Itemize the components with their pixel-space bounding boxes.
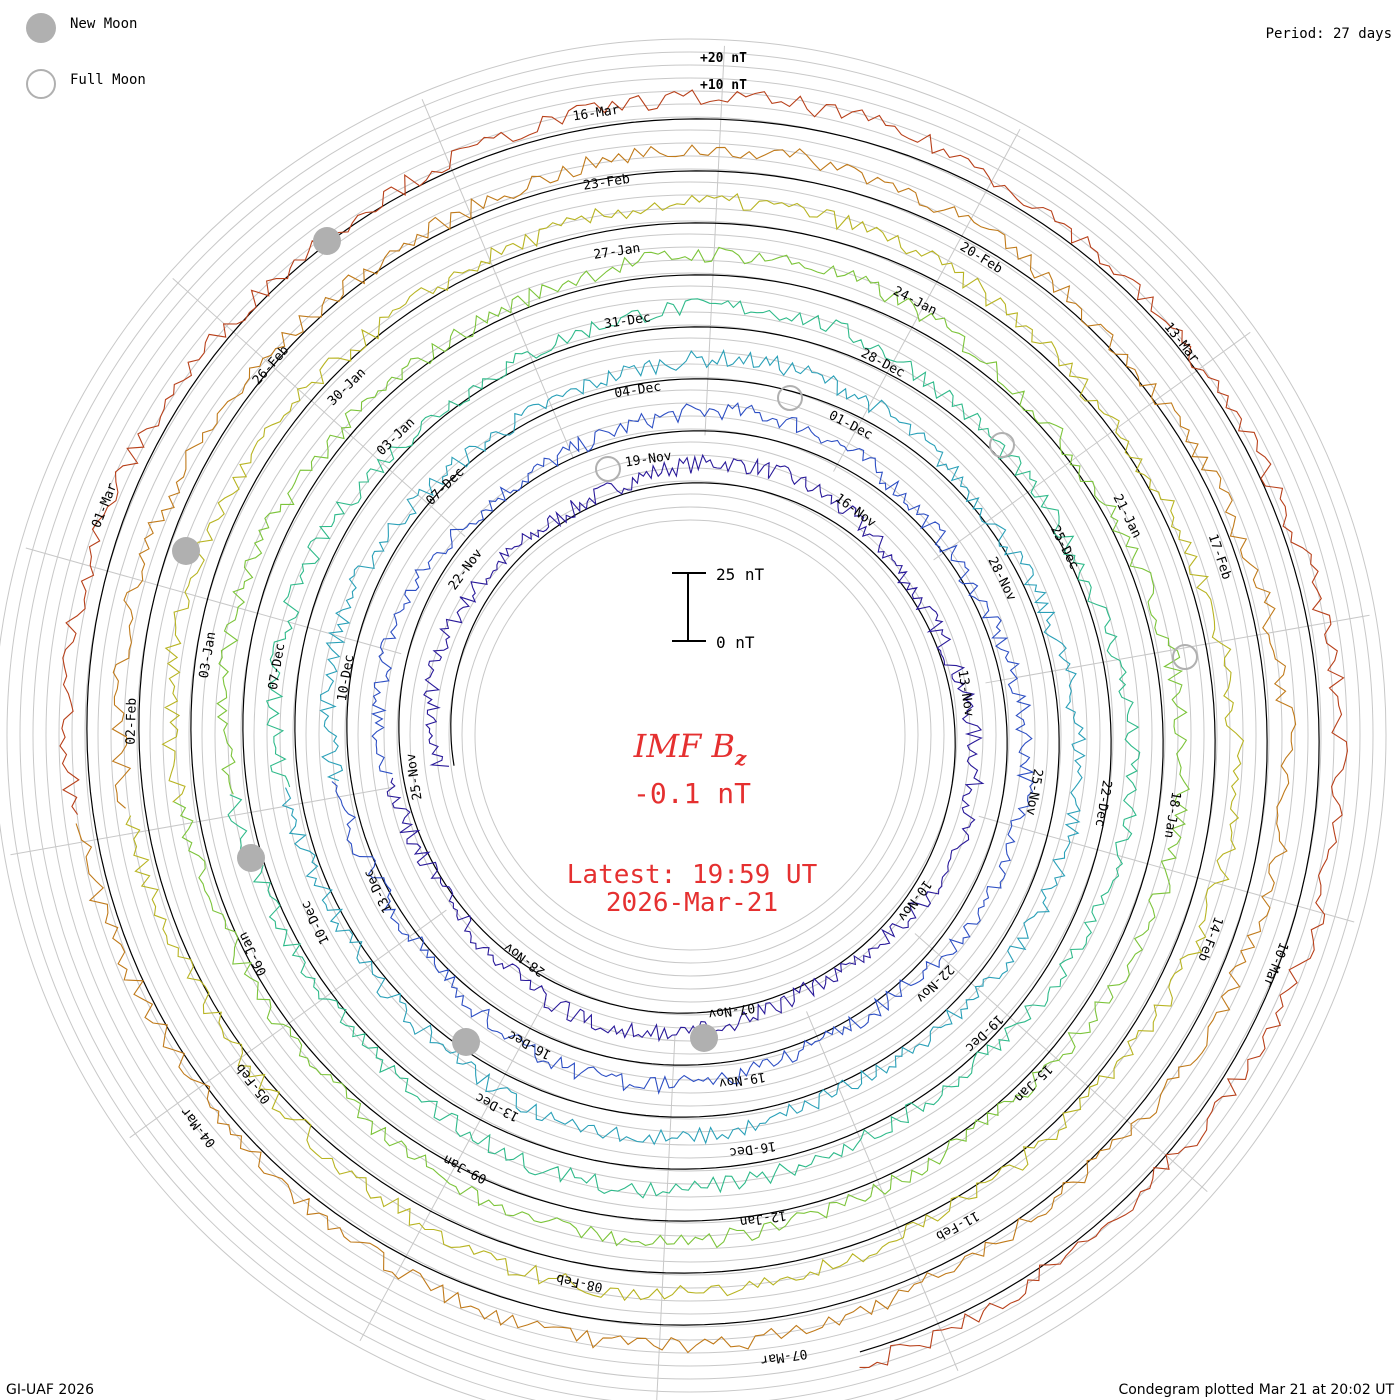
grid-circle (188, 233, 1192, 1237)
grid-spoke (978, 815, 1355, 923)
grid-spoke (985, 614, 1370, 684)
bz-trace-ring-4 (173, 246, 1191, 1249)
grid-circle (227, 272, 1153, 1198)
grid-circle (318, 363, 1062, 1107)
footer-plotted: Condegram plotted Mar 21 at 20:02 UT (1118, 1382, 1394, 1398)
date-label: 16-Mar (572, 103, 621, 125)
grid-circle (32, 77, 1348, 1393)
date-label: 02-Feb (124, 697, 140, 744)
grid-spoke (914, 933, 1208, 1193)
full-moon-marker (989, 432, 1015, 458)
bz-trace-ring-5 (125, 192, 1245, 1302)
grid-spoke (656, 1034, 676, 1400)
full-moon-marker (1172, 644, 1198, 670)
date-label: 19-Nov (624, 449, 673, 471)
grid-spoke (933, 331, 1251, 561)
date-label: 07-Mar (759, 1346, 808, 1368)
new-moon-marker (452, 1028, 480, 1056)
new-moon-marker (237, 844, 265, 872)
bz-trace-ring-6 (75, 144, 1297, 1354)
grid-circle (435, 480, 945, 990)
bz-trace-ring-7 (59, 89, 1348, 1368)
grid-spoke (10, 786, 395, 856)
grid-circle (71, 116, 1309, 1354)
grid-circle (448, 493, 932, 977)
grid-circle (357, 402, 1023, 1068)
period-label: Period: 27 days (1266, 26, 1392, 42)
bz-trace-ring-1 (331, 402, 1035, 1095)
new-moon-marker (313, 227, 341, 255)
center-value: -0.1 nT (633, 777, 751, 810)
grid-circle (383, 428, 997, 1042)
date-label: 31-Dec (603, 310, 652, 332)
legend-full-moon-label: Full Moon (70, 72, 146, 88)
grid-circle (253, 298, 1127, 1172)
grid-circle (279, 324, 1101, 1146)
bz-trace-ring-2 (281, 348, 1087, 1146)
grid-spoke (25, 547, 402, 655)
full-moon-icon (26, 69, 56, 99)
grid-spoke (704, 45, 725, 436)
outer-scale-top-label: +20 nT (700, 51, 747, 66)
bz-trace-ring-0 (386, 453, 985, 1043)
grid-circle (162, 207, 1218, 1263)
scale-bar (672, 572, 706, 642)
grid-circle (110, 155, 1270, 1315)
full-moon-marker (777, 385, 803, 411)
date-label: 13-Nov (954, 669, 976, 718)
date-label: 27-Jan (593, 241, 642, 263)
date-label: 16-Dec (728, 1138, 777, 1160)
grid-circle (305, 350, 1075, 1120)
grid-circle (149, 194, 1231, 1276)
grid-spoke (172, 277, 466, 537)
grid-circle (266, 311, 1114, 1159)
new-moon-marker (172, 537, 200, 565)
grid-circle (97, 142, 1283, 1328)
date-label: 12-Jan (739, 1207, 788, 1229)
grid-circle (19, 64, 1361, 1400)
legend-new-moon-label: New Moon (70, 16, 137, 32)
grid-circle (0, 38, 1387, 1400)
grid-circle (175, 220, 1205, 1250)
grid-circle (461, 506, 919, 964)
date-label: 07-Nov (707, 999, 756, 1021)
date-label: 23-Feb (582, 172, 631, 194)
latest-time: Latest: 19:59 UT (567, 860, 818, 890)
bz-traces (59, 89, 1348, 1368)
new-moon-marker (690, 1024, 718, 1052)
full-moon-marker (595, 456, 621, 482)
date-label: 19-Nov (718, 1069, 767, 1091)
grid-circle (136, 181, 1244, 1289)
scale-bottom-label: 0 nT (716, 633, 755, 652)
grid-spoke (833, 128, 1021, 472)
latest-date: 2026-Mar-21 (606, 888, 778, 918)
new-moon-icon (26, 13, 56, 43)
grid-spoke (129, 909, 447, 1139)
grid-circle (396, 441, 984, 1029)
grid-spoke (359, 998, 547, 1342)
grid-circle (240, 285, 1140, 1185)
grid-circle (58, 103, 1322, 1367)
date-label: 25-Nov (404, 752, 426, 801)
date-label: 04-Dec (614, 380, 663, 402)
grid-circle (370, 415, 1010, 1055)
grid-circle (474, 519, 906, 951)
grid-spoke (421, 98, 574, 459)
grid-circle (6, 51, 1374, 1400)
center-title: IMF Bz (633, 727, 747, 770)
grid-spokes (10, 45, 1370, 1400)
grid-circle (84, 129, 1296, 1341)
outer-scale-mid-label: +10 nT (700, 78, 747, 93)
bz-trace-ring-3 (227, 298, 1141, 1199)
baseline-spiral (86, 118, 1320, 1353)
grid-circle (292, 337, 1088, 1133)
scale-top-label: 25 nT (716, 565, 765, 584)
footer-credit: GI-UAF 2026 (6, 1382, 94, 1398)
grid-circle (344, 389, 1036, 1081)
grid-circle (331, 376, 1049, 1094)
